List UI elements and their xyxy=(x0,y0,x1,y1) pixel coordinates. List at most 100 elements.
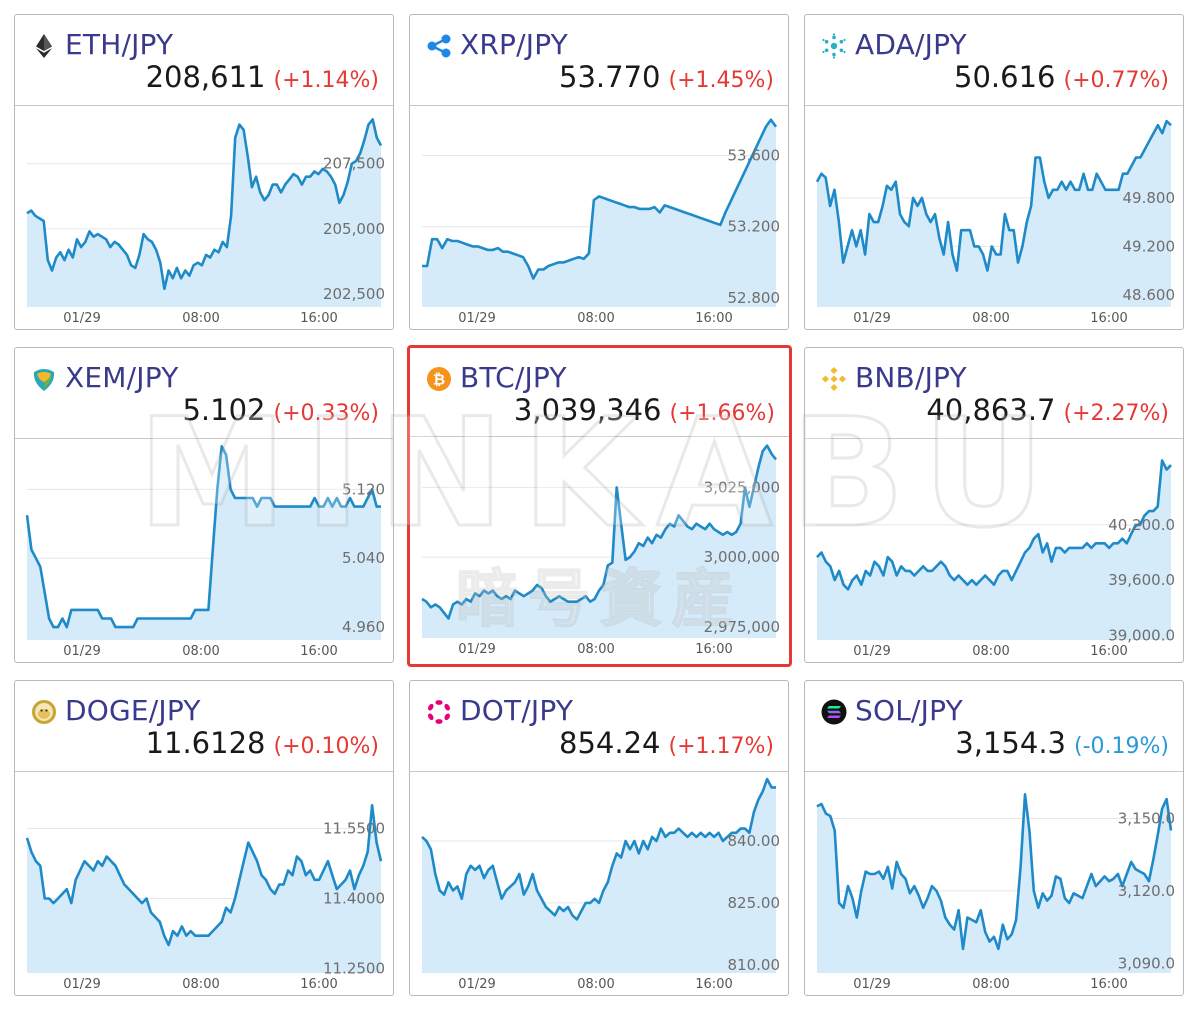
x-tick-label: 01/29 xyxy=(63,977,100,992)
price-line xyxy=(25,445,381,629)
change-percent: (+0.10%) xyxy=(273,734,380,759)
price-line xyxy=(26,118,383,291)
x-tick-label: 08:00 xyxy=(577,311,614,326)
price-value: 854.24 xyxy=(559,726,661,760)
card-xem-jpy[interactable]: XEM/JPY 5.102 (+0.33%) 4.960 5.040 5.120 01/… xyxy=(14,347,394,663)
price-line xyxy=(816,792,1173,951)
price-line: 53.770 (+1.45%) xyxy=(559,60,774,94)
price-value: 40,863.7 xyxy=(926,393,1056,427)
card-doge-jpy[interactable]: DOGE/JPY 11.6128 (+0.10%) 11.2500 11.4000 1… xyxy=(14,680,394,996)
x-tick-label: 01/29 xyxy=(458,642,495,657)
y-tick-label: 11.5500 xyxy=(323,820,385,838)
price-chart-sol[interactable]: 3,090.0 3,120.0 3,150.0 01/29 08:00 16:00 xyxy=(805,771,1184,995)
price-chart-eth[interactable]: 202,500 205,000 207,500 01/29 08:00 16:00 xyxy=(15,105,394,329)
card-sol-jpy[interactable]: SOL/JPY 3,154.3 (-0.19%) 3,090.0 3,120.0 3,… xyxy=(804,680,1184,996)
x-tick-label: 01/29 xyxy=(458,311,495,326)
price-line xyxy=(816,459,1172,591)
x-tick-label: 08:00 xyxy=(972,311,1009,326)
price-line xyxy=(421,777,776,921)
y-tick-label: 52.800 xyxy=(728,289,781,307)
price-line xyxy=(421,444,778,620)
y-tick-label: 3,120.0 xyxy=(1118,882,1175,900)
pair-name[interactable]: DOGE/JPY xyxy=(65,694,201,727)
pair-name[interactable]: SOL/JPY xyxy=(855,694,963,727)
x-tick-label: 16:00 xyxy=(1090,644,1127,659)
y-tick-label: 825.00 xyxy=(728,894,781,912)
card-btc-jpy[interactable]: ₿ BTC/JPY 3,039,346 (+1.66%) 2,975,000 3,0… xyxy=(407,345,792,667)
price-chart-dot[interactable]: 810.00 825.00 840.00 01/29 08:00 16:00 xyxy=(410,771,789,995)
price-chart-btc[interactable]: 2,975,000 3,000,000 3,025,000 01/29 08:00 16:… xyxy=(410,436,790,660)
y-tick-label: 48.600 xyxy=(1123,286,1176,304)
price-value: 3,039,346 xyxy=(513,393,662,427)
change-percent: (+1.66%) xyxy=(669,401,776,426)
bnb-icon xyxy=(821,366,847,392)
price-line: 208,611 (+1.14%) xyxy=(146,60,379,94)
x-tick-label: 01/29 xyxy=(853,977,890,992)
eth-icon xyxy=(36,34,52,58)
price-chart-bnb[interactable]: 39,000.0 39,600.0 40,200.0 01/29 08:00 16:00 xyxy=(805,438,1184,662)
x-tick-label: 01/29 xyxy=(63,311,100,326)
card-dot-jpy[interactable]: DOT/JPY 854.24 (+1.17%) 810.00 825.00 840.0… xyxy=(409,680,789,996)
x-tick-label: 08:00 xyxy=(577,977,614,992)
price-value: 53.770 xyxy=(559,60,661,94)
sol-icon xyxy=(821,699,847,725)
pair-name[interactable]: ETH/JPY xyxy=(65,28,174,61)
card-ada-jpy[interactable]: ADA/JPY 50.616 (+0.77%) 48.600 49.200 49.80… xyxy=(804,14,1184,330)
y-tick-label: 39,000.0 xyxy=(1108,626,1175,644)
card-header: BNB/JPY 40,863.7 (+2.27%) xyxy=(805,348,1183,439)
x-tick-label: 16:00 xyxy=(1090,311,1127,326)
x-tick-label: 08:00 xyxy=(972,977,1009,992)
price-chart-xem[interactable]: 4.960 5.040 5.120 01/29 08:00 16:00 xyxy=(15,438,394,662)
y-tick-label: 205,000 xyxy=(323,220,385,238)
price-value: 3,154.3 xyxy=(955,726,1066,760)
price-area xyxy=(422,779,776,973)
y-tick-label: 5.040 xyxy=(342,549,385,567)
card-header: ETH/JPY 208,611 (+1.14%) xyxy=(15,15,393,106)
pair-name[interactable]: BNB/JPY xyxy=(855,361,967,394)
price-area xyxy=(817,794,1171,973)
y-tick-label: 49.800 xyxy=(1123,189,1176,207)
change-percent: (+1.14%) xyxy=(273,68,380,93)
card-eth-jpy[interactable]: ETH/JPY 208,611 (+1.14%) 202,500 205,000 20… xyxy=(14,14,394,330)
change-percent: (+0.77%) xyxy=(1063,68,1170,93)
price-area xyxy=(27,119,381,308)
pair-name[interactable]: XRP/JPY xyxy=(460,28,568,61)
price-chart-xrp[interactable]: 52.800 53.200 53.600 01/29 08:00 16:00 xyxy=(410,105,789,329)
price-value: 5.102 xyxy=(182,393,266,427)
price-value: 11.6128 xyxy=(145,726,266,760)
y-tick-label: 3,150.0 xyxy=(1118,809,1175,827)
pair-name[interactable]: ADA/JPY xyxy=(855,28,967,61)
card-header: XRP/JPY 53.770 (+1.45%) xyxy=(410,15,788,106)
y-tick-label: 840.00 xyxy=(728,832,781,850)
pair-name[interactable]: BTC/JPY xyxy=(460,361,567,394)
pair-name[interactable]: DOT/JPY xyxy=(460,694,574,727)
x-tick-label: 16:00 xyxy=(300,644,337,659)
x-tick-label: 16:00 xyxy=(695,977,732,992)
pair-name[interactable]: XEM/JPY xyxy=(65,361,179,394)
price-chart-doge[interactable]: 11.2500 11.4000 11.5500 01/29 08:00 16:00 xyxy=(15,771,394,995)
y-tick-label: 4.960 xyxy=(342,618,385,636)
x-tick-label: 08:00 xyxy=(577,642,614,657)
price-area xyxy=(27,446,381,640)
x-tick-label: 16:00 xyxy=(300,311,337,326)
card-bnb-jpy[interactable]: BNB/JPY 40,863.7 (+2.27%) 39,000.0 39,600.… xyxy=(804,347,1184,663)
y-tick-label: 53.600 xyxy=(728,146,781,164)
change-percent: (+1.45%) xyxy=(668,68,775,93)
change-percent: (+2.27%) xyxy=(1063,401,1170,426)
change-percent: (+0.33%) xyxy=(273,401,380,426)
card-header: ADA/JPY 50.616 (+0.77%) xyxy=(805,15,1183,106)
y-tick-label: 5.120 xyxy=(342,480,385,498)
svg-text:₿: ₿ xyxy=(433,371,445,389)
y-tick-label: 202,500 xyxy=(323,285,385,303)
xrp-icon xyxy=(427,34,451,58)
price-chart-ada[interactable]: 48.600 49.200 49.800 01/29 08:00 16:00 xyxy=(805,105,1184,329)
card-xrp-jpy[interactable]: XRP/JPY 53.770 (+1.45%) 52.800 53.200 53.60… xyxy=(409,14,789,330)
change-percent: (-0.19%) xyxy=(1074,734,1169,759)
y-tick-label: 11.2500 xyxy=(323,959,385,977)
y-tick-label: 2,975,000 xyxy=(704,618,780,636)
change-percent: (+1.17%) xyxy=(668,734,775,759)
y-tick-label: 40,200.0 xyxy=(1108,516,1175,534)
price-line: 5.102 (+0.33%) xyxy=(182,393,379,427)
price-line: 50.616 (+0.77%) xyxy=(954,60,1169,94)
